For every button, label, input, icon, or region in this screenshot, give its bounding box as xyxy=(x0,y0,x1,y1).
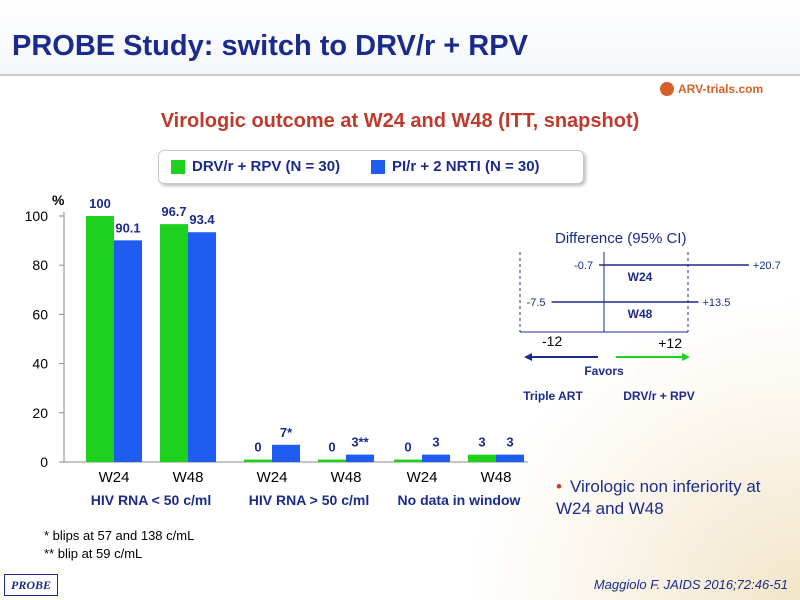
slide-title: PROBE Study: switch to DRV/r + RPV xyxy=(12,30,528,62)
citation: Maggiolo F. JAIDS 2016;72:46-51 xyxy=(593,577,788,592)
bar-value-label: 100 xyxy=(89,196,111,211)
group-label: HIV RNA > 50 c/ml xyxy=(249,492,369,508)
bar-value-label: 96.7 xyxy=(161,204,186,219)
y-tick-label: 100 xyxy=(25,208,49,224)
favors-label: Favors xyxy=(584,364,624,378)
ci-title: Difference (95% CI) xyxy=(555,230,687,247)
legend-label-pi: PI/r + 2 NRTI (N = 30) xyxy=(392,158,540,175)
bar xyxy=(272,444,300,462)
header-bar xyxy=(0,0,800,74)
legend-label-drv: DRV/r + RPV (N = 30) xyxy=(192,158,341,175)
legend-swatch-blue xyxy=(371,159,385,174)
y-tick-label: 40 xyxy=(32,356,48,372)
bar xyxy=(496,454,524,462)
margin-upper-label: +12 xyxy=(658,335,682,351)
bar xyxy=(160,224,188,462)
ci-upper-label: +20.7 xyxy=(753,260,781,272)
bar xyxy=(394,459,422,462)
logo-text: ARV-trials.com xyxy=(678,82,764,96)
footnote-1: * blips at 57 and 138 c/mL xyxy=(44,528,195,543)
ci-lower-label: -7.5 xyxy=(527,297,546,309)
chart-legend: DRV/r + RPV (N = 30) PI/r + 2 NRTI (N = … xyxy=(158,150,584,184)
bar-value-label: 7* xyxy=(280,425,293,440)
chart-subtitle: Virologic outcome at W24 and W48 (ITT, s… xyxy=(160,110,640,132)
x-tick-label: W24 xyxy=(407,469,438,486)
legend-item-drv: DRV/r + RPV (N = 30) xyxy=(171,158,340,175)
x-tick-label: W48 xyxy=(331,469,362,486)
ci-upper-label: +13.5 xyxy=(703,297,731,309)
ci-row-label: W24 xyxy=(628,270,653,284)
conclusion-bullet: • Virologic non inferiority at W24 and W4… xyxy=(556,476,786,520)
ci-row-label: W48 xyxy=(628,307,653,321)
conclusion-text: Virologic non inferiority at W24 and W48 xyxy=(556,477,761,518)
bar-value-label: 3** xyxy=(351,435,369,450)
bar xyxy=(114,240,142,462)
bar-value-label: 0 xyxy=(328,440,335,455)
y-axis-unit-label: % xyxy=(52,192,65,208)
y-tick-label: 60 xyxy=(32,306,48,322)
favors-left-arrow-icon xyxy=(524,353,532,361)
bar-value-label: 3 xyxy=(506,435,513,450)
bar-value-label: 3 xyxy=(478,435,485,450)
logo-circle-icon xyxy=(660,82,674,96)
bar-value-label: 3 xyxy=(432,435,439,450)
footnote-2: ** blip at 59 c/mL xyxy=(44,546,143,561)
probe-tag: PROBE xyxy=(4,574,58,596)
y-tick-label: 80 xyxy=(32,257,48,273)
group-label: HIV RNA < 50 c/ml xyxy=(91,492,211,508)
favors-left-label: Triple ART xyxy=(523,389,583,403)
x-tick-label: W48 xyxy=(173,469,204,486)
bar-value-label: 90.1 xyxy=(115,220,140,235)
bar xyxy=(468,454,496,462)
arv-trials-logo: ARV-trials.com xyxy=(660,80,790,100)
legend-item-pi: PI/r + 2 NRTI (N = 30) xyxy=(371,158,540,175)
margin-lower-label: -12 xyxy=(542,333,562,349)
bar-value-label: 0 xyxy=(254,440,261,455)
ci-lower-label: -0.7 xyxy=(574,260,593,272)
bar xyxy=(86,216,114,462)
x-tick-label: W48 xyxy=(481,469,512,486)
bar xyxy=(422,454,450,462)
bar-value-label: 0 xyxy=(404,440,411,455)
favors-right-label: DRV/r + RPV xyxy=(623,389,694,403)
x-tick-label: W24 xyxy=(99,469,130,486)
bullet-dot-icon: • xyxy=(556,477,562,496)
y-tick-label: 20 xyxy=(32,405,48,421)
bar xyxy=(346,454,374,462)
x-tick-label: W24 xyxy=(257,469,288,486)
legend-swatch-green xyxy=(171,159,185,174)
group-label: No data in window xyxy=(398,492,521,508)
favors-right-arrow-icon xyxy=(682,353,690,361)
y-tick-label: 0 xyxy=(40,454,48,470)
bar xyxy=(244,459,272,462)
bar-value-label: 93.4 xyxy=(189,212,215,227)
bar xyxy=(318,459,346,462)
bar xyxy=(188,232,216,462)
title-divider xyxy=(0,74,800,76)
